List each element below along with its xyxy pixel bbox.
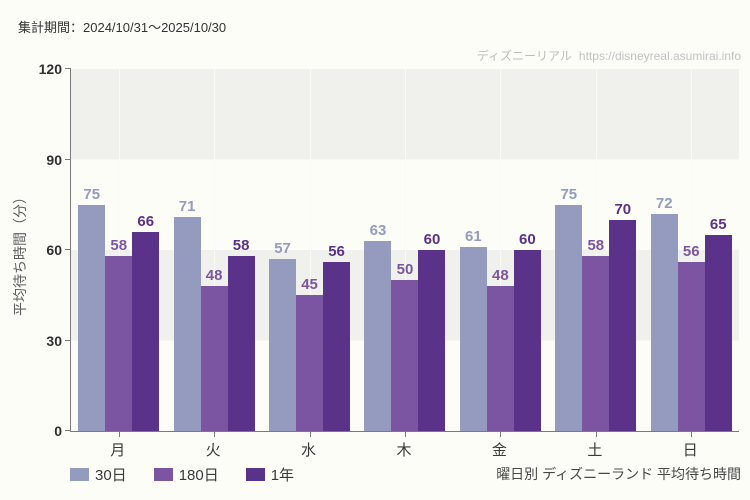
- x-tick-mark: [404, 432, 406, 437]
- y-axis-label-90: 90: [46, 151, 62, 168]
- bar-value-label: 60: [423, 231, 441, 248]
- legend-swatch: [153, 468, 173, 481]
- bar-value-label: 60: [519, 231, 536, 248]
- bar-value-label: 65: [709, 215, 727, 233]
- x-axis-label-金: 金: [491, 442, 507, 459]
- x-axis-label-木: 木: [396, 442, 412, 459]
- period-label: 集計期間：2024/10/31～2025/10/30: [18, 20, 227, 35]
- bar-value-label: 48: [492, 267, 509, 285]
- watermark: ディズニーリアル https://disneyreal.asumirai.info: [477, 47, 741, 64]
- legend-label: 180日: [178, 467, 219, 484]
- y-axis-label-60: 60: [46, 242, 62, 258]
- bar-30日-日[interactable]: 72: [650, 195, 678, 431]
- bar-30日-火[interactable]: 71: [173, 198, 201, 431]
- bar-180日-木[interactable]: 50: [391, 261, 419, 431]
- vertical-gridline: [118, 69, 120, 431]
- watermark-url: https://disneyreal.asumirai.info: [578, 49, 741, 63]
- x-tick-mark: [691, 432, 693, 437]
- bar-value-label: 56: [682, 243, 700, 261]
- bar-value-label: 66: [137, 212, 155, 230]
- legend-swatch: [70, 468, 89, 481]
- bar-180日-水[interactable]: 45: [296, 276, 324, 431]
- vertical-gridline: [595, 69, 597, 431]
- legend-swatch: [245, 468, 265, 481]
- legend-label: 30日: [95, 467, 127, 484]
- x-tick-mark: [500, 432, 502, 437]
- vertical-gridline: [309, 69, 311, 431]
- bar-value-label: 71: [178, 197, 196, 215]
- x-axis-label-土: 土: [587, 442, 603, 459]
- vertical-gridline: [500, 69, 502, 431]
- y-axis-labels: 0 30 60 90 120: [0, 61, 62, 439]
- bar-30日-水[interactable]: 57: [269, 240, 297, 431]
- bar-value-label: 72: [655, 194, 673, 212]
- x-tick-mark: [118, 432, 120, 437]
- y-tick-mark: [65, 68, 71, 69]
- bar-30日-月[interactable]: 75: [78, 186, 106, 431]
- bar-value-label: 57: [274, 240, 291, 258]
- bar-value-label: 48: [205, 267, 223, 285]
- bar-value-label: 58: [232, 237, 250, 255]
- legend-item-1年[interactable]: 1年: [245, 464, 295, 485]
- bar-group-6: 75 58 70: [548, 69, 643, 437]
- x-tick-mark: [595, 432, 597, 437]
- bar-30日-金[interactable]: 61: [459, 228, 487, 431]
- bar-value-label: 50: [396, 261, 414, 279]
- bar-group-4: 63 50 60: [357, 69, 452, 437]
- chart-caption: 曜日別 ディズニーランド 平均待ち時間: [496, 466, 741, 482]
- bar-group-5: 61 48 60: [453, 69, 548, 437]
- bar-group-3: 57 45 56: [262, 69, 357, 437]
- x-tick-mark: [214, 432, 216, 437]
- y-axis-label-0: 0: [54, 423, 62, 439]
- bar-180日-火[interactable]: 48: [200, 267, 228, 431]
- x-tick-mark: [309, 432, 311, 437]
- vertical-gridline: [404, 69, 406, 431]
- x-axis-label-月: 月: [110, 442, 126, 459]
- x-axis-label-火: 火: [205, 442, 221, 459]
- bar-group-7: 72 56 65: [644, 69, 739, 437]
- bar-180日-金[interactable]: 48: [486, 267, 514, 431]
- legend-item-30日[interactable]: 30日: [70, 464, 127, 485]
- bar-group-1: 75 58 66: [71, 69, 166, 437]
- legend-item-180日[interactable]: 180日: [153, 464, 219, 485]
- y-tick-mark: [65, 249, 71, 250]
- bar-1年-木[interactable]: 60: [418, 231, 446, 431]
- x-axis-label-水: 水: [301, 442, 317, 459]
- vertical-gridline: [214, 69, 216, 431]
- bar-30日-土[interactable]: 75: [555, 186, 583, 431]
- plot-area: 75 58 66 71 48 58 57 45 56 63 50 60 61 48 60 75 58 70 72 56…: [65, 68, 739, 437]
- bar-value-label: 63: [369, 221, 387, 239]
- bar-1年-月[interactable]: 66: [132, 213, 160, 431]
- bar-1年-金[interactable]: 60: [513, 231, 541, 431]
- legend-label: 1年: [270, 467, 295, 484]
- bar-180日-月[interactable]: 58: [105, 237, 133, 431]
- y-tick-mark: [65, 339, 71, 341]
- watermark-site-name: ディズニーリアル: [476, 49, 572, 63]
- bar-value-label: 58: [587, 237, 605, 255]
- bar-value-label: 75: [560, 185, 578, 203]
- bar-1年-日[interactable]: 65: [704, 216, 732, 431]
- bar-180日-土[interactable]: 58: [582, 237, 610, 431]
- x-axis-label-日: 日: [682, 442, 698, 459]
- bar-value-label: 45: [301, 276, 318, 294]
- bar-value-label: 58: [110, 237, 128, 255]
- y-axis-label-30: 30: [46, 332, 62, 349]
- bar-group-2: 71 48 58: [166, 69, 261, 437]
- bar-1年-火[interactable]: 58: [227, 237, 255, 431]
- bar-value-label: 56: [328, 243, 345, 261]
- bar-30日-木[interactable]: 63: [364, 222, 392, 431]
- x-axis-labels: 月火水木金土日: [70, 439, 738, 460]
- bar-value-label: 61: [465, 227, 482, 245]
- y-tick-mark: [65, 158, 71, 160]
- bar-1年-水[interactable]: 56: [323, 243, 351, 431]
- y-axis-label-120: 120: [38, 61, 62, 77]
- bar-value-label: 75: [83, 185, 101, 203]
- bar-180日-日[interactable]: 56: [677, 243, 705, 431]
- legend: 30日 180日 1年: [70, 464, 294, 485]
- bar-value-label: 70: [614, 200, 632, 218]
- y-tick-mark: [65, 430, 71, 431]
- vertical-gridline: [691, 69, 693, 431]
- bar-1年-土[interactable]: 70: [609, 201, 637, 431]
